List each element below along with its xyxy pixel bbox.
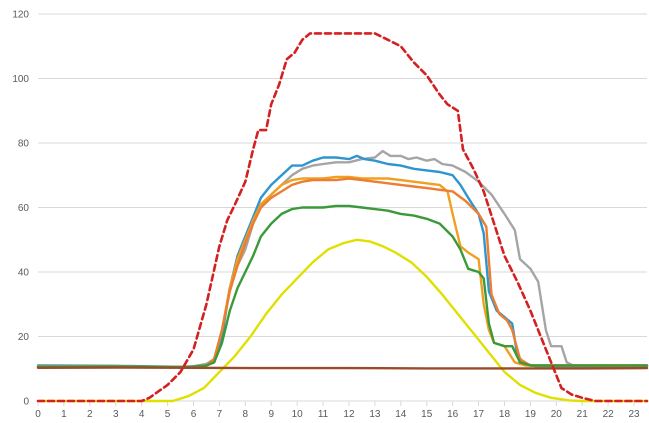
x-tick-label: 3 [113,409,119,420]
y-tick-label: 0 [23,397,29,408]
x-tick-label: 2 [87,409,93,420]
y-tick-label: 100 [12,74,29,85]
y-tick-label: 40 [18,268,30,279]
series-line-6 [36,204,649,369]
x-tick-label: 7 [217,409,223,420]
x-tick-label: 17 [473,409,485,420]
x-tick-label: 9 [268,409,274,420]
x-tick-label: 5 [165,409,171,420]
y-tick-label: 60 [18,203,30,214]
series-line-2 [36,149,649,369]
gridlines [38,13,647,337]
x-tick-label: 19 [525,409,537,420]
x-tick-label: 14 [395,409,407,420]
x-tick-label: 13 [369,409,381,420]
series-line-1 [36,238,649,403]
x-tick-label: 16 [447,409,459,420]
series-lines [36,32,649,403]
x-tick-label: 11 [318,409,329,420]
series-line-3 [36,154,649,368]
x-tick-label: 23 [628,409,640,420]
y-tick-label: 20 [18,332,30,343]
x-tick-label: 15 [421,409,433,420]
x-tick-label: 18 [499,409,511,420]
x-tick-label: 1 [61,409,67,420]
x-tick-label: 22 [603,409,615,420]
x-tick-label: 10 [292,409,304,420]
x-tick-label: 8 [243,409,249,420]
x-tick-label: 12 [343,409,355,420]
y-tick-label: 80 [18,139,30,150]
x-tick-label: 6 [191,409,197,420]
y-tick-label: 120 [12,10,29,21]
series-line-7 [36,366,649,370]
series-line-5 [36,177,649,369]
x-tick-label: 21 [577,409,589,420]
x-tick-label: 20 [551,409,563,420]
series-line-8 [36,32,649,403]
x-tick-label: 0 [35,409,41,420]
x-tick-label: 4 [139,409,145,420]
